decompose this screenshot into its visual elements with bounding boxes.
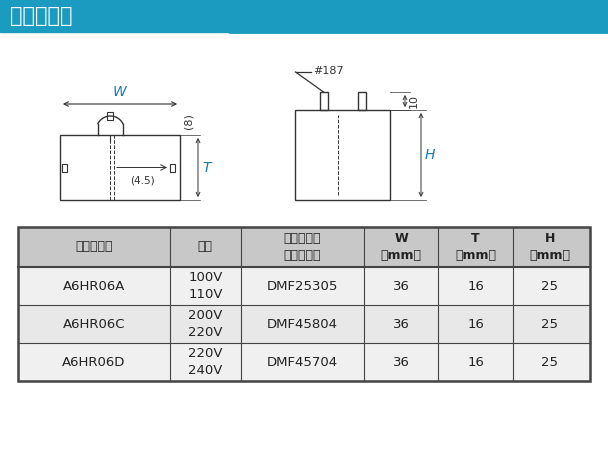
Text: DMF45704: DMF45704 bbox=[267, 355, 338, 369]
Bar bbox=[18, 267, 590, 305]
Text: コンデンサ: コンデンサ bbox=[10, 6, 72, 26]
Text: #187: #187 bbox=[314, 66, 344, 76]
Bar bbox=[319, 92, 328, 110]
Text: DMF45804: DMF45804 bbox=[267, 318, 338, 330]
Text: 220V
240V: 220V 240V bbox=[188, 347, 223, 377]
Text: (4.5): (4.5) bbox=[130, 176, 154, 186]
Text: 25: 25 bbox=[542, 279, 559, 293]
Text: W
（mm）: W （mm） bbox=[381, 232, 422, 262]
Bar bbox=[0, 0, 608, 32]
Text: H
（mm）: H （mm） bbox=[530, 232, 570, 262]
Bar bbox=[170, 163, 175, 172]
Text: コンデンサ
（付属品）: コンデンサ （付属品） bbox=[284, 232, 321, 262]
Text: 電圧: 電圧 bbox=[198, 241, 213, 253]
Text: DMF25305: DMF25305 bbox=[267, 279, 338, 293]
Text: 200V
220V: 200V 220V bbox=[188, 309, 223, 339]
Bar bbox=[358, 92, 365, 110]
Text: 16: 16 bbox=[467, 279, 484, 293]
Text: 36: 36 bbox=[393, 279, 410, 293]
Text: A6HR06D: A6HR06D bbox=[62, 355, 125, 369]
Text: A6HR06C: A6HR06C bbox=[63, 318, 125, 330]
Text: 36: 36 bbox=[393, 355, 410, 369]
Text: 100V
110V: 100V 110V bbox=[188, 271, 223, 301]
Bar bbox=[108, 112, 114, 120]
Text: W: W bbox=[113, 85, 127, 99]
Text: H: H bbox=[425, 148, 435, 162]
Text: 25: 25 bbox=[542, 318, 559, 330]
Text: 16: 16 bbox=[467, 355, 484, 369]
Bar bbox=[18, 343, 590, 381]
Bar bbox=[60, 135, 180, 200]
Text: 10: 10 bbox=[409, 94, 419, 108]
Text: モータ形式: モータ形式 bbox=[75, 241, 112, 253]
Text: 16: 16 bbox=[467, 318, 484, 330]
Bar bbox=[18, 305, 590, 343]
Bar bbox=[18, 227, 590, 381]
Text: 36: 36 bbox=[393, 318, 410, 330]
Text: 25: 25 bbox=[542, 355, 559, 369]
Bar bbox=[62, 163, 67, 172]
Bar bbox=[295, 110, 390, 200]
Text: A6HR06A: A6HR06A bbox=[63, 279, 125, 293]
Text: (8): (8) bbox=[184, 113, 194, 129]
Text: T
（mm）: T （mm） bbox=[455, 232, 496, 262]
Bar bbox=[18, 227, 590, 267]
Text: T: T bbox=[202, 161, 210, 175]
